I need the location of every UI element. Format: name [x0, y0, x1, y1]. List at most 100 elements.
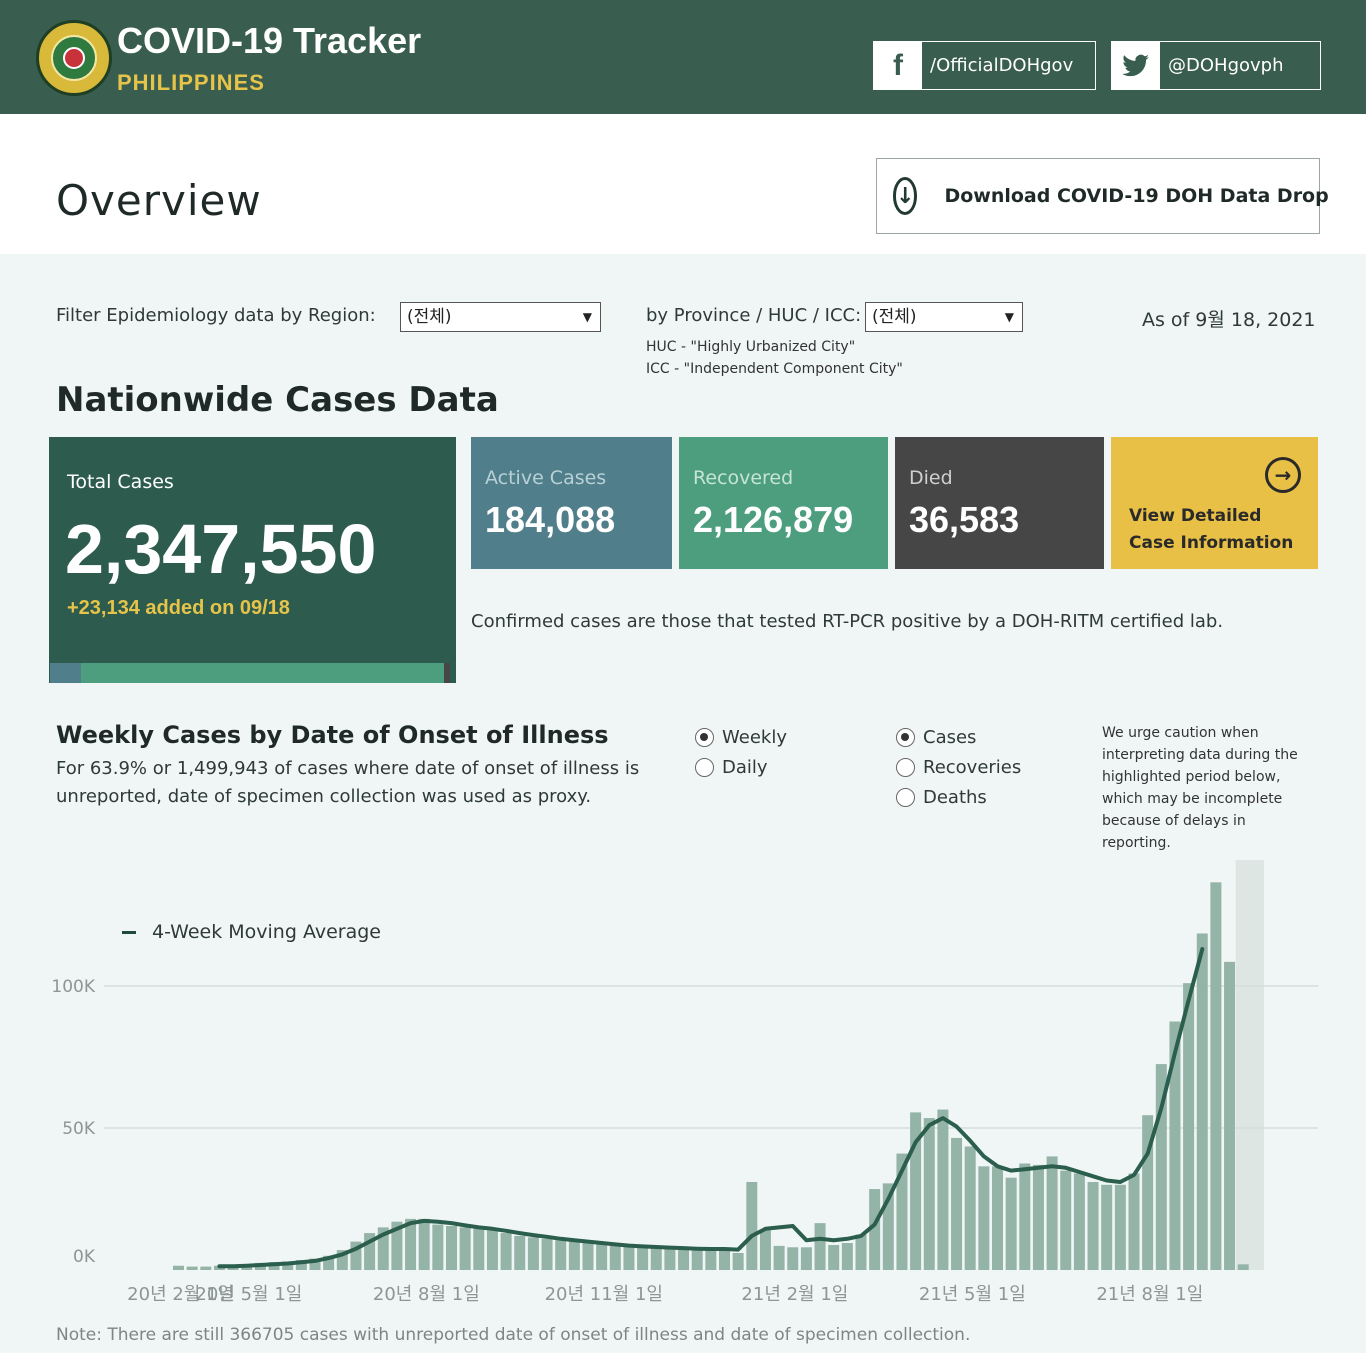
- weekly-cases-bar: [568, 1241, 580, 1270]
- weekly-cases-bar: [719, 1248, 730, 1270]
- region-select-value: (전체): [407, 307, 452, 327]
- confirmed-cases-note: Confirmed cases are those that tested RT…: [471, 611, 1224, 632]
- radio-selected-icon: [695, 728, 714, 747]
- y-tick-label: 100K: [51, 977, 95, 997]
- subtitle-line-1: For 63.9% or 1,499,943 of cases where da…: [56, 758, 640, 779]
- weekly-cases-bar: [364, 1233, 376, 1270]
- arrow-right-icon: →: [1265, 457, 1301, 493]
- radio-label: Cases: [923, 727, 977, 748]
- weekly-chart-subtitle: For 63.9% or 1,499,943 of cases where da…: [56, 755, 639, 811]
- weekly-cases-bar: [391, 1221, 403, 1270]
- died-card: Died 36,583: [895, 437, 1104, 569]
- weekly-cases-bar: [323, 1255, 335, 1270]
- facebook-link[interactable]: f /OfficialDOHgov: [873, 41, 1096, 90]
- weekly-cases-bar: [282, 1261, 294, 1270]
- weekly-cases-bar: [759, 1230, 771, 1270]
- weekly-cases-bar: [582, 1243, 594, 1270]
- top-header: COVID-19 Tracker PHILIPPINES f /Official…: [0, 0, 1366, 114]
- weekly-cases-bar: [1155, 1064, 1167, 1270]
- weekly-cases-bar: [992, 1166, 1003, 1270]
- radio-unselected-icon: [896, 758, 915, 777]
- weekly-cases-bar: [787, 1247, 799, 1270]
- weekly-cases-bar: [1114, 1184, 1126, 1270]
- weekly-cases-bar: [691, 1248, 703, 1270]
- composition-active: [50, 663, 82, 683]
- weekly-cases-bar: [910, 1112, 922, 1270]
- weekly-cases-bar: [951, 1137, 963, 1270]
- recovered-value: 2,126,879: [693, 499, 854, 540]
- weekly-cases-bar: [855, 1234, 867, 1270]
- total-cases-value: 2,347,550: [65, 510, 377, 588]
- radio-deaths[interactable]: Deaths: [896, 787, 987, 808]
- caution-note: We urge caution when interpreting data d…: [1102, 722, 1312, 854]
- weekly-chart-title: Weekly Cases by Date of Onset of Illness: [56, 721, 609, 749]
- died-label: Died: [909, 467, 953, 489]
- total-cases-added: +23,134 added on 09/18: [67, 597, 290, 619]
- subtitle-line-2: unreported, date of specimen collection …: [56, 786, 592, 807]
- weekly-cases-bar: [1142, 1115, 1154, 1270]
- twitter-handle: @DOHgovph: [1168, 55, 1284, 76]
- chart-footnote: Note: There are still 366705 cases with …: [56, 1325, 971, 1345]
- radio-unselected-icon: [695, 758, 714, 777]
- recovered-label: Recovered: [693, 467, 794, 489]
- download-data-drop-button[interactable]: ↓ Download COVID-19 DOH Data Drop: [876, 158, 1329, 234]
- weekly-cases-bar: [527, 1237, 539, 1270]
- view-detailed-case-info-button[interactable]: → View Detailed Case Information: [1111, 437, 1318, 569]
- radio-unselected-icon: [896, 788, 915, 807]
- radio-label: Recoveries: [923, 757, 1022, 778]
- legend-label: 4-Week Moving Average: [152, 921, 381, 943]
- x-tick-label: 21년 2월 1일: [741, 1284, 848, 1305]
- weekly-cases-bar: [309, 1258, 321, 1270]
- weekly-cases-bar: [459, 1227, 471, 1270]
- doh-seal-logo: [36, 20, 112, 96]
- radio-weekly[interactable]: Weekly: [695, 727, 787, 748]
- download-label: Download COVID-19 DOH Data Drop: [944, 185, 1329, 207]
- weekly-cases-bar: [446, 1225, 457, 1270]
- weekly-cases-bar: [1073, 1173, 1085, 1270]
- weekly-cases-bar: [500, 1233, 512, 1270]
- twitter-link[interactable]: @DOHgovph: [1111, 41, 1321, 90]
- as-of-date: As of 9월 18, 2021: [1142, 309, 1316, 331]
- weekly-cases-bar: [186, 1266, 198, 1270]
- weekly-cases-bar: [746, 1181, 758, 1270]
- weekly-cases-bar: [405, 1218, 417, 1270]
- weekly-cases-bar: [869, 1189, 881, 1270]
- y-tick-label: 50K: [62, 1119, 96, 1139]
- weekly-cases-bar: [432, 1224, 444, 1270]
- weekly-cases-bar: [377, 1227, 389, 1270]
- weekly-cases-bar: [1087, 1181, 1099, 1270]
- weekly-cases-bar: [541, 1238, 553, 1270]
- composition-died: [443, 663, 450, 683]
- radio-recoveries[interactable]: Recoveries: [896, 757, 1021, 778]
- weekly-cases-bar: [814, 1223, 826, 1270]
- x-tick-label: 20년 5월 1일: [195, 1284, 302, 1305]
- weekly-cases-bar: [1101, 1184, 1113, 1270]
- weekly-cases-bar: [800, 1247, 812, 1270]
- weekly-cases-bar: [1169, 1021, 1181, 1270]
- province-select[interactable]: (전체) ▼: [865, 302, 1023, 332]
- weekly-cases-bar: [486, 1230, 498, 1270]
- dropdown-arrow-icon: ▼: [1004, 310, 1014, 324]
- region-select[interactable]: (전체) ▼: [400, 302, 601, 332]
- weekly-cases-bar: [336, 1250, 348, 1270]
- weekly-cases-bar: [1210, 882, 1222, 1270]
- radio-selected-icon: [896, 728, 915, 747]
- weekly-cases-bar: [705, 1248, 717, 1270]
- weekly-cases-bar: [596, 1244, 608, 1270]
- weekly-cases-bar: [1046, 1156, 1058, 1270]
- weekly-cases-bar: [418, 1218, 430, 1270]
- weekly-cases-bar: [1128, 1173, 1140, 1270]
- region-filter-label: Filter Epidemiology data by Region:: [56, 305, 376, 326]
- province-filter-label: by Province / HUC / ICC:: [646, 305, 862, 326]
- weekly-cases-bar: [896, 1153, 908, 1270]
- weekly-cases-bar: [937, 1109, 949, 1270]
- active-cases-value: 184,088: [485, 499, 616, 540]
- detail-line-2: Case Information: [1129, 533, 1294, 553]
- case-composition-bar: [50, 663, 450, 683]
- weekly-cases-bar: [1060, 1170, 1072, 1270]
- huc-note: HUC - "Highly Urbanized City": [646, 339, 856, 355]
- radio-cases[interactable]: Cases: [896, 727, 976, 748]
- caution-line: We urge caution when: [1102, 725, 1259, 741]
- radio-daily[interactable]: Daily: [695, 757, 768, 778]
